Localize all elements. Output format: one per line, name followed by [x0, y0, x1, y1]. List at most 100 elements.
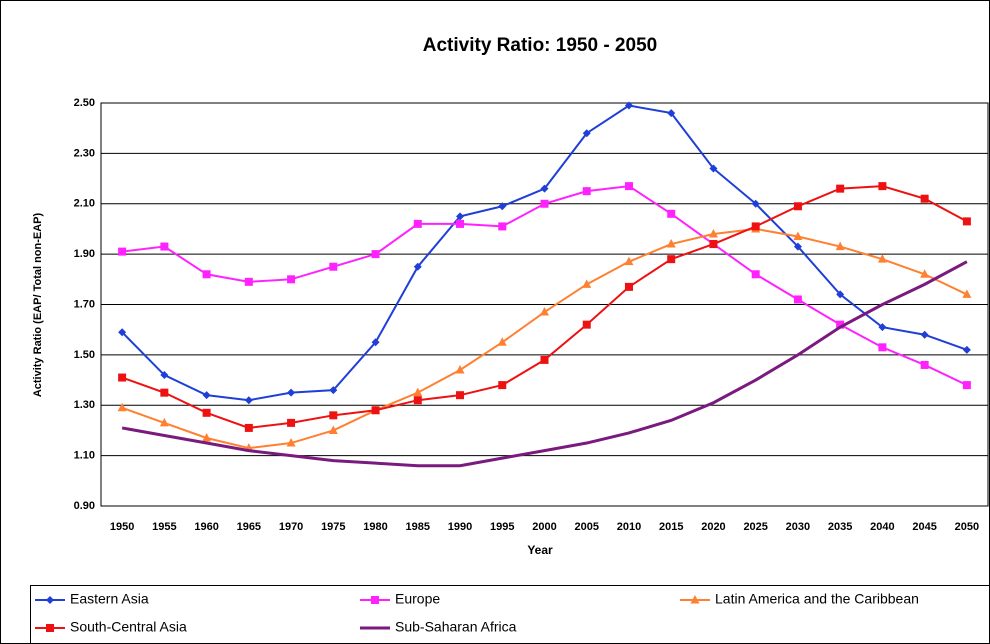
legend-label: South-Central Asia [70, 619, 187, 635]
data-point [329, 411, 338, 420]
data-point [328, 425, 338, 434]
data-point [962, 217, 971, 226]
x-tick-label: 2015 [659, 521, 683, 533]
data-point [582, 279, 592, 288]
data-point [413, 396, 422, 405]
y-tick-label: 1.10 [74, 450, 95, 462]
x-axis-label: Year [527, 543, 553, 557]
legend-marker [46, 624, 54, 632]
data-point [708, 228, 718, 238]
data-point [582, 187, 591, 196]
data-point [793, 295, 802, 304]
data-point [877, 254, 887, 263]
data-point [582, 129, 591, 138]
data-point [582, 320, 591, 329]
x-tick-label: 1955 [152, 521, 176, 533]
data-point [498, 202, 507, 211]
data-point [624, 256, 634, 266]
chart-title: Activity Ratio: 1950 - 2050 [423, 35, 657, 56]
data-point [287, 388, 296, 397]
data-point [751, 270, 760, 279]
x-tick-label: 1960 [194, 521, 218, 533]
data-point [709, 240, 718, 249]
data-point [878, 343, 887, 352]
data-point [498, 222, 507, 231]
y-tick-label: 2.30 [74, 147, 95, 159]
x-tick-label: 2035 [828, 521, 852, 533]
data-point [920, 360, 929, 369]
data-point [540, 184, 549, 193]
data-point [117, 402, 127, 412]
data-point [920, 194, 929, 203]
data-point [371, 406, 380, 415]
data-point [836, 320, 845, 329]
data-point [793, 242, 802, 251]
y-tick-label: 0.90 [74, 500, 95, 512]
data-point [244, 423, 253, 432]
legend-label: Sub-Saharan Africa [395, 619, 517, 635]
x-tick-label: 2020 [701, 521, 725, 533]
data-point [836, 290, 845, 299]
y-tick-label: 1.50 [74, 349, 95, 361]
data-point [456, 212, 465, 221]
x-tick-label: 1990 [448, 521, 472, 533]
x-tick-label: 1965 [237, 521, 261, 533]
data-point [624, 182, 633, 191]
data-point [624, 282, 633, 291]
legend-label: Europe [395, 591, 440, 607]
data-point [244, 396, 253, 405]
data-point [202, 408, 211, 417]
data-point [329, 262, 338, 271]
data-point [287, 275, 296, 284]
data-point [286, 438, 296, 447]
data-point [540, 307, 549, 316]
data-point [835, 241, 845, 251]
data-point [540, 355, 549, 364]
data-point [498, 381, 507, 390]
series-line [121, 260, 968, 468]
data-point [920, 330, 929, 339]
data-point [118, 328, 127, 337]
data-point [371, 250, 380, 259]
data-point [497, 337, 507, 346]
x-tick-label: 2040 [870, 521, 894, 533]
data-point [751, 199, 760, 208]
data-point [455, 364, 465, 374]
data-point [962, 289, 972, 298]
data-point [878, 182, 887, 191]
data-point [160, 388, 169, 397]
data-point [329, 386, 338, 395]
data-point [666, 239, 676, 248]
y-tick-label: 1.90 [74, 248, 95, 260]
data-point [244, 277, 253, 286]
legend-marker [690, 595, 700, 604]
legend-label: Eastern Asia [70, 591, 149, 607]
legend-marker [46, 596, 54, 604]
data-point [836, 184, 845, 193]
data-point [160, 371, 169, 380]
data-point [751, 222, 760, 231]
data-point [202, 432, 212, 442]
data-point [962, 345, 971, 354]
x-tick-label: 1980 [363, 521, 387, 533]
data-point [962, 381, 971, 390]
x-tick-label: 2010 [617, 521, 641, 533]
y-tick-label: 1.30 [74, 399, 95, 411]
y-tick-label: 2.50 [74, 97, 95, 109]
legend-box [30, 585, 990, 644]
data-point [287, 418, 296, 427]
data-point [624, 101, 633, 110]
data-point [540, 199, 549, 208]
x-tick-label: 1970 [279, 521, 303, 533]
data-point [456, 391, 465, 400]
data-point [920, 269, 930, 278]
x-tick-label: 2030 [786, 521, 810, 533]
x-tick-label: 2000 [532, 521, 556, 533]
y-tick-label: 2.10 [74, 198, 95, 210]
data-point [667, 209, 676, 218]
data-point [667, 109, 676, 118]
data-point [709, 164, 718, 173]
x-tick-label: 1985 [406, 521, 430, 533]
data-point [667, 255, 676, 264]
